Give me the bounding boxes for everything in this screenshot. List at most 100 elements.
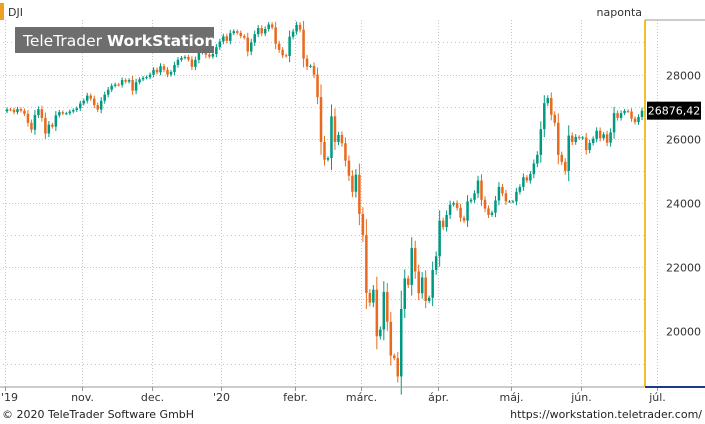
candle-body xyxy=(368,292,372,303)
candle-body xyxy=(581,137,584,139)
candle-body xyxy=(595,130,598,139)
candle-body xyxy=(208,54,211,57)
candle-body xyxy=(155,69,159,73)
candle-body xyxy=(5,109,9,112)
candle-body xyxy=(138,79,141,83)
candle-body xyxy=(403,278,407,309)
candle-body xyxy=(431,269,434,298)
candlestick-series xyxy=(5,20,644,395)
candle-body xyxy=(89,95,92,99)
candle-body xyxy=(501,186,504,194)
candle-body xyxy=(619,113,623,118)
candle-body xyxy=(358,174,361,214)
candle-body xyxy=(173,64,176,73)
candle-body xyxy=(473,193,476,200)
candle-body xyxy=(382,291,386,330)
candle-body xyxy=(375,289,379,337)
symbol-label[interactable]: DJI xyxy=(8,6,23,19)
candle-body xyxy=(417,271,420,294)
candle-body xyxy=(33,115,37,130)
x-tick-label: júl. xyxy=(648,391,666,404)
candle-body xyxy=(246,37,249,52)
candle-body xyxy=(117,84,120,86)
candle-body xyxy=(466,201,469,221)
x-axis: '19 nov. dec. '20 febr. márc. ápr. máj. jún. júl. xyxy=(0,386,666,404)
candle-body xyxy=(504,193,508,202)
candle-body xyxy=(536,154,539,164)
watermark-product: WorkStation xyxy=(107,32,216,50)
candle-body xyxy=(127,80,131,82)
candle-body xyxy=(365,235,368,293)
candle-body xyxy=(19,109,23,111)
candle-body xyxy=(267,24,270,29)
candle-body xyxy=(218,41,222,48)
candle-body xyxy=(9,109,12,111)
candle-body xyxy=(44,117,47,134)
candle-body xyxy=(577,136,581,139)
candle-body xyxy=(113,84,117,86)
candle-body xyxy=(145,77,148,79)
candle-body xyxy=(434,256,438,270)
candle-body xyxy=(37,109,40,116)
x-tick-label: '20 xyxy=(213,391,230,404)
candle-body xyxy=(490,212,494,215)
candle-body xyxy=(518,186,522,192)
candle-body xyxy=(323,142,326,160)
candle-body xyxy=(106,89,110,95)
candle-body xyxy=(441,220,445,228)
candle-body xyxy=(277,43,281,50)
x-tick-label: nov. xyxy=(71,391,94,404)
candle-body xyxy=(508,201,511,203)
candle-body xyxy=(347,160,351,176)
candle-body xyxy=(232,31,236,34)
candle-body xyxy=(326,158,330,160)
candle-body xyxy=(26,113,30,123)
candle-body xyxy=(497,186,501,201)
candle-body xyxy=(333,116,337,143)
candle-body xyxy=(12,109,16,113)
candle-body xyxy=(483,199,487,209)
candle-body xyxy=(525,177,529,181)
candle-body xyxy=(61,112,65,114)
candle-body xyxy=(389,321,393,356)
candle-body xyxy=(187,56,190,60)
y-tick-label: 24000 xyxy=(666,198,701,211)
candle-body xyxy=(438,220,441,257)
y-tick-label: 22000 xyxy=(666,262,701,275)
candle-body xyxy=(51,124,54,127)
period-label[interactable]: naponta xyxy=(597,6,642,19)
candle-body xyxy=(602,134,605,139)
last-price-box xyxy=(647,101,701,120)
candle-body xyxy=(305,58,309,67)
candle-body xyxy=(40,109,44,118)
candle-body xyxy=(633,118,637,123)
candle-body xyxy=(511,201,515,203)
candle-body xyxy=(197,51,201,60)
candle-body xyxy=(215,47,218,55)
candle-body xyxy=(532,163,536,175)
candle-body xyxy=(570,135,574,143)
candle-body xyxy=(462,217,466,221)
candle-body xyxy=(459,207,462,218)
candle-body xyxy=(99,100,103,110)
candle-body xyxy=(539,129,543,155)
candle-body xyxy=(152,69,155,75)
x-tick-label: febr. xyxy=(283,391,308,404)
candle-body xyxy=(180,57,183,60)
candle-body xyxy=(386,291,389,322)
candle-body xyxy=(68,111,72,114)
candle-body xyxy=(274,27,277,44)
candle-body xyxy=(302,29,305,59)
candle-body xyxy=(183,56,187,58)
candle-body xyxy=(550,98,553,115)
candle-body xyxy=(361,213,365,236)
watermark-logo: TeleTrader WorkStation xyxy=(15,27,216,53)
candle-body xyxy=(159,66,162,73)
source-url-link[interactable]: https://workstation.teletrader.com/ xyxy=(510,408,702,421)
candle-body xyxy=(110,85,113,90)
candle-body xyxy=(609,132,612,143)
candle-body xyxy=(103,94,106,101)
candle-body xyxy=(260,28,263,34)
candle-body xyxy=(427,297,431,301)
